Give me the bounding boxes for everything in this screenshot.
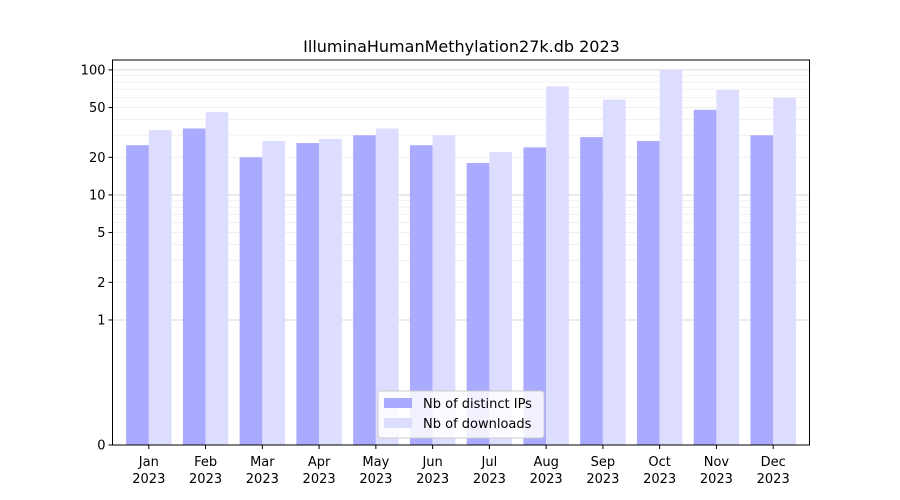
x-tick-label-month: Oct	[648, 455, 670, 470]
bar-downloads	[773, 97, 796, 445]
bar-downloads	[319, 139, 342, 445]
bar-downloads	[546, 86, 569, 445]
bar-distinct-ips	[466, 163, 490, 445]
bar-downloads	[375, 128, 399, 445]
bar-distinct-ips	[693, 109, 717, 445]
x-tick-label-year: 2023	[700, 472, 733, 487]
y-tick-label: 2	[97, 276, 105, 291]
bar-downloads	[659, 69, 683, 446]
x-tick-label-year: 2023	[416, 472, 449, 487]
bar-distinct-ips	[239, 157, 263, 445]
y-tick-label: 1	[97, 313, 105, 328]
x-tick-label-month: Jul	[481, 455, 498, 470]
bar-distinct-ips	[409, 145, 433, 445]
x-tick-label-month: Dec	[761, 455, 786, 470]
x-tick-label-year: 2023	[359, 472, 392, 487]
bar-distinct-ips	[580, 137, 603, 445]
x-tick-label-month: Jan	[138, 455, 159, 470]
y-tick-label: 100	[81, 63, 106, 78]
bar-downloads	[489, 152, 513, 445]
x-tick-label-month: Apr	[308, 455, 331, 470]
x-tick-label-year: 2023	[473, 472, 506, 487]
grid-layer	[112, 69, 810, 321]
y-tick-label: 5	[97, 226, 105, 241]
bar-distinct-ips	[523, 147, 547, 446]
bar-downloads	[432, 135, 456, 445]
x-tick-label-month: Aug	[533, 455, 558, 470]
bar-distinct-ips	[750, 135, 774, 445]
bar-distinct-ips	[636, 140, 660, 445]
legend-box	[377, 390, 545, 439]
bar-downloads	[602, 99, 626, 446]
y-tick-label: 0	[97, 439, 105, 454]
x-tick-label-month: Feb	[194, 455, 217, 470]
bar-downloads	[716, 90, 740, 446]
bar-downloads	[205, 112, 229, 445]
x-tick-label-year: 2023	[132, 472, 165, 487]
bar-distinct-ips	[353, 135, 376, 445]
y-tick-label: 50	[89, 101, 106, 116]
x-tick-label-year: 2023	[189, 472, 222, 487]
x-tick-label-year: 2023	[303, 472, 336, 487]
bar-distinct-ips	[126, 145, 149, 445]
y-tick-label: 10	[89, 188, 106, 203]
legend: Nb of distinct IPs Nb of downloads	[377, 390, 545, 439]
bar-downloads	[262, 140, 286, 445]
x-tick-label-year: 2023	[530, 472, 563, 487]
x-tick-label-year: 2023	[643, 472, 676, 487]
x-tick-label-year: 2023	[757, 472, 790, 487]
legend-label: Nb of downloads	[423, 417, 532, 432]
bars-layer	[126, 69, 796, 446]
x-tick-label-month: May	[362, 455, 389, 470]
x-tick-label-month: Nov	[704, 455, 730, 470]
x-tick-label-month: Mar	[250, 455, 275, 470]
plot-frame	[112, 59, 810, 446]
legend-swatch	[384, 398, 412, 408]
x-tick-label-month: Jun	[421, 455, 442, 470]
x-tick-label-year: 2023	[246, 472, 279, 487]
bar-downloads	[148, 130, 172, 445]
legend-label: Nb of distinct IPs	[423, 397, 532, 412]
x-tick-label-year: 2023	[586, 472, 619, 487]
bar-distinct-ips	[296, 143, 320, 445]
y-tick-label: 20	[89, 151, 106, 166]
legend-swatch	[384, 418, 412, 428]
y-axis: 0 1 2 5 10 20 50 100	[81, 63, 113, 454]
bar-distinct-ips	[182, 128, 206, 445]
x-axis: Jan 2023 Feb 2023 Mar 2023 Apr 2023 May 2023 Jun 20…	[132, 445, 790, 487]
chart-title: IlluminaHumanMethylation27k.db 2023	[303, 37, 620, 56]
x-tick-label-month: Sep	[591, 455, 616, 470]
